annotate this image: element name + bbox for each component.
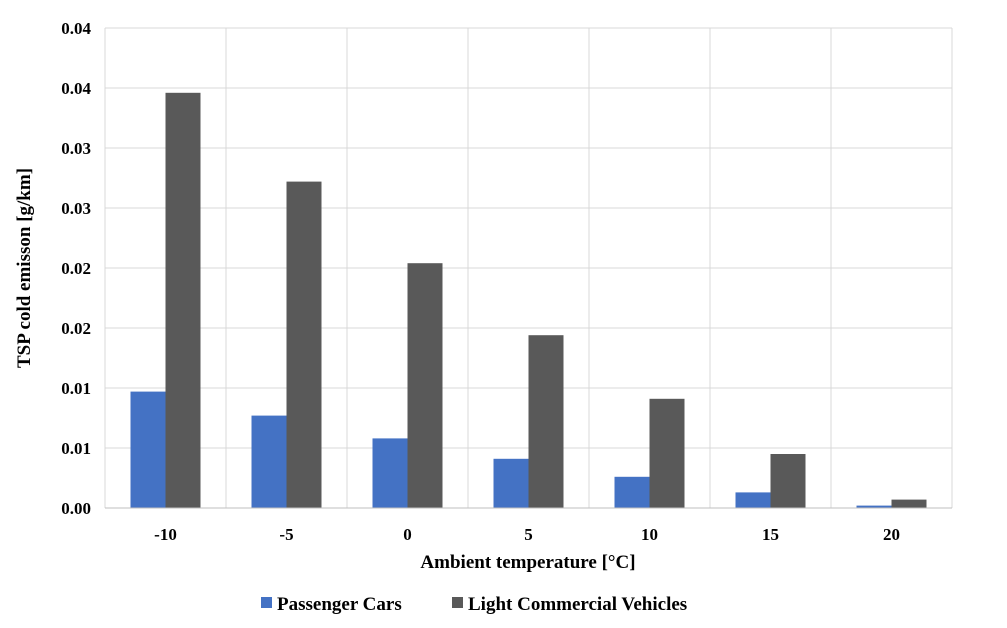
- y-tick-label: 0.04: [61, 19, 91, 38]
- x-tick-labels: -10 -5 0 5 10 15 20: [154, 525, 900, 544]
- y-tick-labels: 0.00 0.01 0.01 0.02 0.02 0.03 0.03 0.04 0.04: [61, 19, 91, 518]
- bar-light-commercial-vehicles-10: [649, 398, 685, 508]
- y-tick-label: 0.03: [61, 139, 91, 158]
- bar-passenger-cars-20: [856, 505, 892, 508]
- legend-label-passenger-cars: Passenger Cars: [277, 594, 402, 615]
- x-tick-label: 0: [403, 525, 412, 544]
- x-tick-label: -10: [154, 525, 177, 544]
- x-axis-title: Ambient temperature [°C]: [420, 552, 635, 573]
- bar-passenger-cars-10: [614, 476, 650, 508]
- bar-passenger-cars-5: [493, 458, 529, 508]
- y-tick-label: 0.02: [61, 319, 91, 338]
- bar-passenger-cars--5: [251, 415, 287, 508]
- legend-swatch-passenger-cars: [261, 597, 272, 608]
- bar-light-commercial-vehicles-20: [891, 499, 927, 508]
- x-tick-label: 15: [762, 525, 779, 544]
- y-tick-label: 0.01: [61, 439, 91, 458]
- y-tick-label: 0.01: [61, 379, 91, 398]
- legend-swatch-light-commercial-vehicles: [452, 597, 463, 608]
- y-axis-title: TSP cold emisson [g/km]: [14, 168, 35, 368]
- y-tick-label: 0.00: [61, 499, 91, 518]
- bar-light-commercial-vehicles-5: [528, 335, 564, 508]
- bar-passenger-cars-15: [735, 492, 771, 508]
- bar-light-commercial-vehicles-15: [770, 454, 806, 508]
- x-tick-label: 20: [883, 525, 900, 544]
- x-tick-label: 5: [524, 525, 533, 544]
- bar-passenger-cars-0: [372, 438, 408, 508]
- bar-layer: [130, 92, 927, 509]
- y-tick-label: 0.03: [61, 199, 91, 218]
- legend-label-light-commercial-vehicles: Light Commercial Vehicles: [468, 594, 687, 615]
- legend: Passenger Cars Light Commercial Vehicles: [261, 594, 687, 615]
- x-tick-label: 10: [641, 525, 658, 544]
- bar-light-commercial-vehicles--5: [286, 181, 322, 508]
- bar-light-commercial-vehicles-0: [407, 263, 443, 508]
- bar-light-commercial-vehicles--10: [165, 92, 201, 509]
- y-tick-label: 0.02: [61, 259, 91, 278]
- y-tick-label: 0.04: [61, 79, 91, 98]
- bar-passenger-cars--10: [130, 391, 166, 508]
- x-tick-label: -5: [279, 525, 293, 544]
- grid-layer: [104, 27, 953, 508]
